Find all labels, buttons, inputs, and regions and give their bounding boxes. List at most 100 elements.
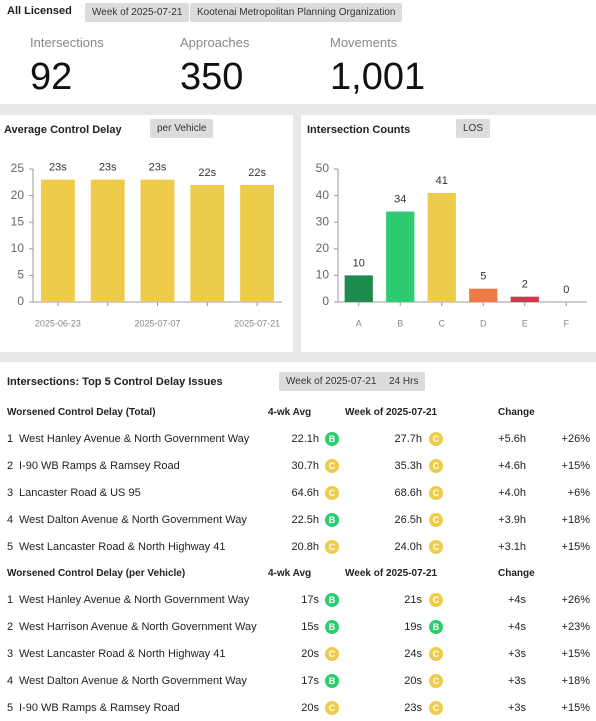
value-label: 34 <box>394 193 406 205</box>
bar <box>469 288 498 302</box>
change-percent: +15% <box>561 460 590 472</box>
period-chip[interactable]: 24 Hrs <box>382 372 426 391</box>
avg-value: 22.1h <box>291 433 319 445</box>
chart-panel: Intersection Counts LOS 0 10 20 30 40 50 A 10 B 3… <box>301 115 596 352</box>
table-title: Intersections: Top 5 Control Delay Issue… <box>7 376 223 388</box>
org-chip[interactable]: Kootenai Metropolitan Planning Organizat… <box>190 3 403 22</box>
avg-value: 20.8h <box>291 541 319 553</box>
change-value: +3s <box>507 702 526 714</box>
column-header: 4-wk Avg <box>268 568 312 579</box>
bar <box>510 296 539 302</box>
x-tick-label: 2025-06-23 <box>35 318 81 328</box>
kpi-label: Intersections <box>30 35 104 50</box>
los-badge: C <box>429 701 443 715</box>
los-badge: C <box>429 513 443 527</box>
los-badge: C <box>429 540 443 554</box>
intersection-name: West Dalton Avenue & North Government Wa… <box>19 675 247 687</box>
rank: 4 <box>7 514 14 526</box>
chart: 0 5 10 15 20 25 2025-06-23 23s 23s 2025-07-07 23s 2… <box>11 161 282 328</box>
los-badge: B <box>325 432 339 446</box>
y-tick-label: 10 <box>316 268 330 282</box>
avg-value: 30.7h <box>291 460 319 472</box>
rank: 4 <box>7 675 14 687</box>
change-value: +4.0h <box>498 487 526 499</box>
avg-value: 22.5h <box>291 514 319 526</box>
change-value: +5.6h <box>498 433 526 445</box>
chart-title: Average Control Delay <box>4 124 122 136</box>
value-label: 23s <box>149 162 167 174</box>
rank: 3 <box>7 487 14 499</box>
header-panel: All Licensed Week of 2025-07-21 Kootenai… <box>0 0 596 104</box>
y-tick-label: 50 <box>316 161 330 175</box>
los-badge: C <box>429 647 443 661</box>
x-tick-label: F <box>564 318 570 328</box>
x-tick-label: 2025-07-07 <box>134 318 180 328</box>
kpi-value: 350 <box>180 56 244 98</box>
week-value: 24s <box>404 648 422 660</box>
los-badge: C <box>325 647 339 661</box>
column-header: Worsened Control Delay (per Vehicle) <box>7 568 186 579</box>
los-badge: C <box>325 459 339 473</box>
avg-value: 17s <box>301 594 319 606</box>
value-label: 0 <box>563 284 569 296</box>
value-label: 41 <box>436 175 448 187</box>
x-tick-label: B <box>397 318 403 328</box>
kpi-value: 92 <box>30 56 73 98</box>
los-badge: B <box>325 513 339 527</box>
avg-value: 17s <box>301 675 319 687</box>
y-tick-label: 25 <box>11 161 25 175</box>
bar <box>427 192 456 302</box>
x-tick-label: A <box>356 318 362 328</box>
los-badge: C <box>429 593 443 607</box>
week-value: 24.0h <box>394 541 422 553</box>
intersection-name: West Harrison Avenue & North Government … <box>19 621 257 633</box>
value-label: 22s <box>198 167 216 179</box>
avg-value: 64.6h <box>291 487 319 499</box>
rank: 3 <box>7 648 14 660</box>
y-tick-label: 20 <box>11 188 25 202</box>
los-badge: C <box>325 701 339 715</box>
value-label: 5 <box>480 271 486 283</box>
bar <box>386 211 415 302</box>
chart-title: Intersection Counts <box>307 124 411 136</box>
week-chip[interactable]: Week of 2025-07-21 <box>279 372 384 391</box>
y-tick-label: 0 <box>17 294 24 308</box>
week-value: 20s <box>404 675 422 687</box>
change-percent: +15% <box>561 541 590 553</box>
los-badge: C <box>429 432 443 446</box>
unit-selector[interactable]: LOS <box>456 119 491 138</box>
unit-selector[interactable]: per Vehicle <box>150 119 214 138</box>
week-value: 68.6h <box>394 487 422 499</box>
column-header: Week of 2025-07-21 <box>345 407 438 418</box>
intersection-name: Lancaster Road & US 95 <box>19 487 141 499</box>
week-value: 23s <box>404 702 422 714</box>
change-percent: +23% <box>561 621 590 633</box>
intersection-name: West Hanley Avenue & North Government Wa… <box>19 433 250 445</box>
column-header: Change <box>498 407 535 418</box>
kpi-label: Movements <box>330 35 398 50</box>
value-label: 2 <box>522 279 528 291</box>
change-percent: +15% <box>561 702 590 714</box>
rank: 2 <box>7 460 14 472</box>
column-header: Week of 2025-07-21 <box>345 568 438 579</box>
change-percent: +18% <box>561 675 590 687</box>
change-percent: +15% <box>561 648 590 660</box>
los-badge: B <box>325 593 339 607</box>
los-badge: C <box>429 486 443 500</box>
rank: 1 <box>7 433 14 445</box>
change-percent: +6% <box>567 487 590 499</box>
week-value: 27.7h <box>394 433 422 445</box>
intersection-name: I-90 WB Ramps & Ramsey Road <box>19 460 180 472</box>
change-value: +3.9h <box>498 514 526 526</box>
week-chip[interactable]: Week of 2025-07-21 <box>85 3 190 22</box>
bar <box>90 179 125 302</box>
los-badge: C <box>429 674 443 688</box>
column-header: Change <box>498 568 535 579</box>
rank: 2 <box>7 621 14 633</box>
bar <box>344 275 373 302</box>
y-tick-label: 0 <box>322 294 329 308</box>
week-value: 21s <box>404 594 422 606</box>
y-tick-label: 40 <box>316 188 330 202</box>
change-percent: +18% <box>561 514 590 526</box>
